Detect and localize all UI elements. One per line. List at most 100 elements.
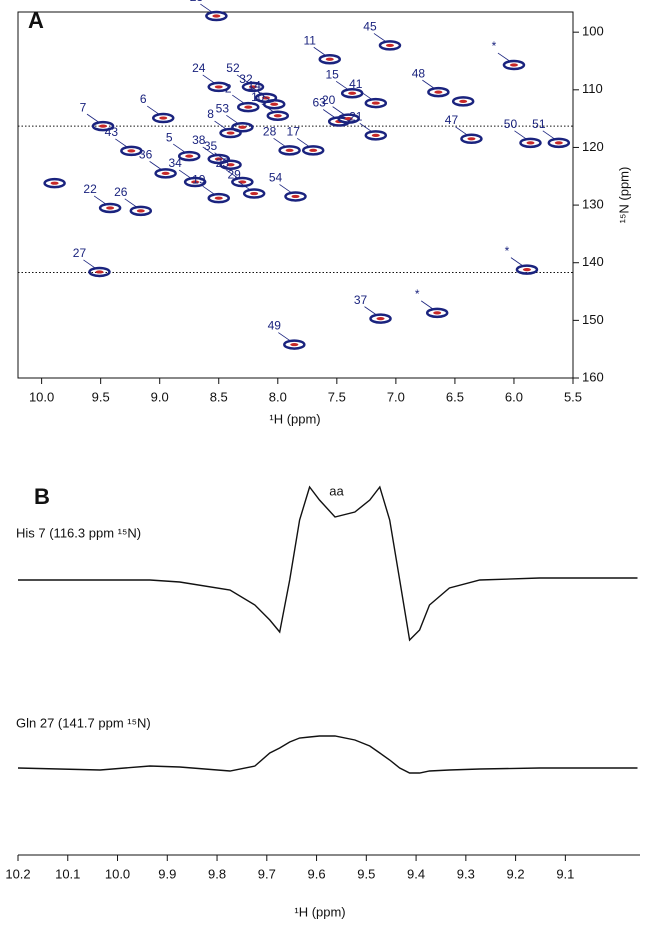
peak-label: 5 [166, 130, 173, 144]
peak-label: 11 [304, 33, 317, 47]
leader-line [335, 80, 350, 91]
peak-core [325, 57, 334, 61]
leader-line [278, 332, 292, 342]
x-tick-label: 9.5 [357, 866, 375, 881]
leader-line [322, 109, 337, 119]
y-tick-label: 130 [582, 197, 604, 212]
y-tick-label: 120 [582, 139, 604, 154]
leader-line [202, 146, 216, 157]
peak-label: * [415, 287, 420, 301]
y-tick-label: 150 [582, 312, 604, 327]
leader-line [313, 46, 327, 57]
peak-label: 20 [322, 93, 336, 107]
x-tick-label: 9.1 [556, 866, 574, 881]
peak-label: 27 [73, 246, 87, 260]
peak [364, 130, 388, 141]
peak-core [291, 194, 300, 199]
peak-label: 63 [313, 96, 327, 110]
peak-core [191, 180, 200, 184]
trace [18, 485, 638, 642]
peak [219, 159, 242, 170]
peak-core [273, 114, 282, 118]
leader-line [510, 257, 525, 267]
peak [120, 145, 143, 157]
leader-line [202, 185, 216, 196]
x-tick-label: 7.5 [328, 389, 346, 404]
leader-line [258, 91, 272, 102]
peak-label: 52 [226, 61, 240, 75]
leader-line [200, 3, 214, 14]
x-tick-label: 8.0 [269, 389, 287, 404]
peak-core [106, 206, 115, 210]
leader-line [226, 114, 240, 125]
x-tick-label: 9.2 [507, 866, 525, 881]
x-tick-label: 9.8 [208, 866, 226, 881]
annotation: aa [329, 483, 344, 498]
peak-label: * [492, 39, 497, 53]
panel-label: A [28, 8, 44, 33]
x-tick-label: 9.6 [308, 866, 326, 881]
leader-line [273, 138, 287, 148]
peak [242, 188, 266, 199]
peak-label: 10 [251, 90, 265, 104]
leader-line [147, 105, 161, 116]
peak-label: 24 [192, 61, 206, 75]
peak [369, 313, 392, 324]
leader-line [226, 169, 240, 180]
peak [129, 205, 153, 217]
leader-line [420, 300, 435, 311]
x-tick-label: 10.2 [5, 866, 30, 881]
series-label: Gln 27 (141.7 ppm ¹⁵N) [16, 715, 151, 730]
peak-core [99, 124, 108, 128]
peak-core [50, 181, 59, 185]
peak [237, 101, 260, 113]
y-tick-label: 160 [582, 369, 604, 384]
peak-core [250, 191, 259, 196]
peak [451, 96, 475, 107]
leader-line [261, 103, 276, 114]
x-tick-label: 10.0 [105, 866, 130, 881]
leader-line [249, 85, 264, 96]
peak-label: 2 [225, 81, 232, 95]
x-axis-label: ¹H (ppm) [269, 411, 320, 426]
leader-line [232, 94, 246, 105]
x-axis-label: ¹H (ppm) [294, 904, 345, 919]
peak-label: 19 [192, 172, 206, 186]
leader-line [83, 259, 97, 270]
leader-line [237, 181, 252, 191]
peak [301, 145, 325, 156]
x-tick-label: 9.9 [158, 866, 176, 881]
peak-label: 25 [216, 156, 230, 170]
peak [207, 81, 230, 93]
peak [231, 122, 254, 133]
leader-line [93, 195, 108, 206]
peak [154, 168, 177, 179]
peak-label: 32 [239, 72, 253, 86]
leader-line [86, 113, 101, 124]
peak-label: 47 [445, 113, 459, 127]
peak-core [95, 270, 104, 274]
peak-label: 34 [168, 156, 182, 170]
peak [460, 133, 483, 145]
peak-core [522, 268, 531, 272]
x-tick-label: 6.5 [446, 389, 464, 404]
peak [283, 339, 306, 350]
peak-core [214, 196, 223, 200]
peak-label: 38 [192, 133, 206, 147]
peak [519, 137, 542, 149]
y-tick-label: 110 [582, 81, 603, 96]
leader-line [149, 161, 163, 171]
peak-label: 28 [263, 125, 277, 139]
peak-label: 45 [363, 20, 377, 34]
peak [515, 264, 539, 275]
peak-core [214, 85, 223, 89]
peak-core [526, 141, 535, 145]
peak [219, 127, 242, 139]
peak-core [344, 117, 353, 121]
leader-line [202, 74, 216, 85]
peak-label: 17 [287, 125, 301, 139]
peak-core [212, 14, 221, 18]
leader-line [332, 106, 346, 116]
peak [88, 266, 111, 278]
